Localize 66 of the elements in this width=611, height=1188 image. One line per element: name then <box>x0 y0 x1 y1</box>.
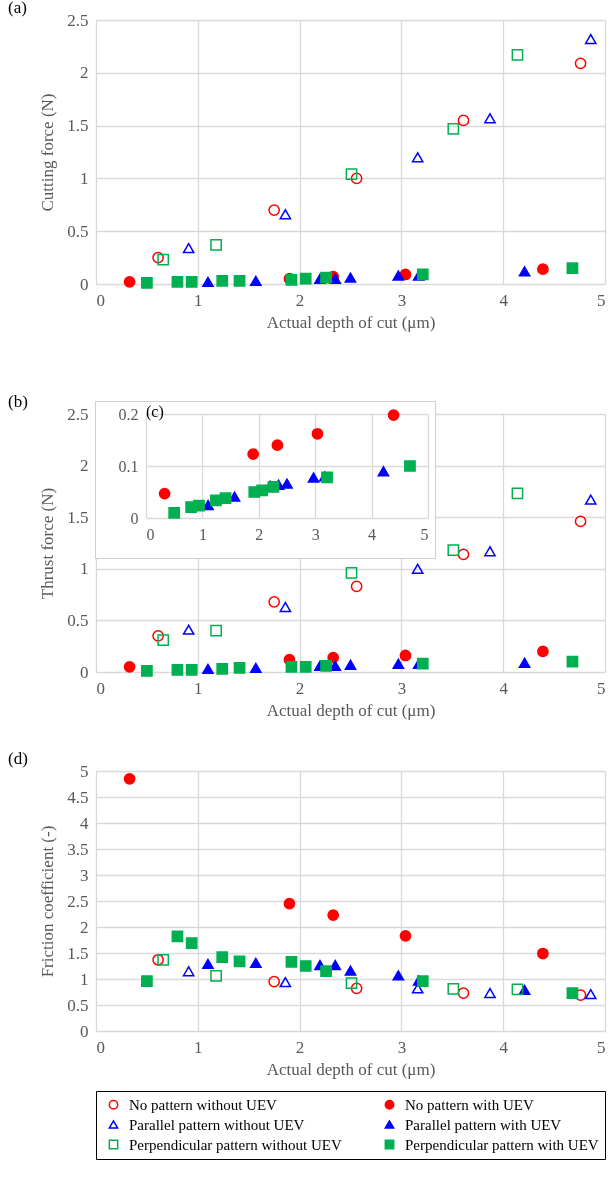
x-tick-label: 1 <box>194 290 203 310</box>
x-tick-label: 4 <box>499 678 509 698</box>
x-tick-label: 4 <box>368 525 377 543</box>
y-tick-label: 1 <box>80 168 89 188</box>
y-tick-label: 1.5 <box>67 116 89 136</box>
y-axis-title: Cutting force (N) <box>38 93 58 212</box>
x-tick-label: 2 <box>295 678 305 698</box>
legend-label: No pattern with UEV <box>405 1096 534 1113</box>
x-tick-label: 5 <box>420 525 429 543</box>
legend-label: Perpendicular pattern with UEV <box>405 1136 599 1153</box>
x-tick-label: 1 <box>198 525 207 543</box>
legend-label: Perpendicular pattern without UEV <box>129 1136 343 1153</box>
x-tick-label: 5 <box>597 290 606 310</box>
x-tick-label: 5 <box>597 1037 606 1057</box>
y-tick-label: 1 <box>80 969 89 989</box>
y-tick-label: 1.5 <box>67 507 89 527</box>
y-tick-label: 0.1 <box>118 457 139 475</box>
y-tick-label: 0.5 <box>67 995 89 1015</box>
x-tick-label: 1 <box>194 1037 203 1057</box>
y-axis-title: Thrust force (N) <box>38 487 58 600</box>
x-tick-label: 3 <box>397 678 407 698</box>
y-tick-label: 0 <box>80 274 89 294</box>
chart-title: (c) <box>146 403 164 421</box>
x-tick-label: 5 <box>597 678 606 698</box>
y-tick-label: 2 <box>80 917 89 937</box>
x-tick-label: 0 <box>96 678 105 698</box>
x-tick-label: 3 <box>311 525 320 543</box>
chart-title: (d) <box>8 749 28 768</box>
legend-label: No pattern without UEV <box>129 1096 278 1113</box>
x-tick-label: 4 <box>499 1037 509 1057</box>
x-tick-label: 2 <box>295 1037 305 1057</box>
x-axis-title: Actual depth of cut (μm) <box>266 1059 436 1079</box>
y-tick-label: 2.5 <box>67 891 89 911</box>
x-tick-label: 2 <box>255 525 264 543</box>
y-tick-label: 4.5 <box>67 787 89 807</box>
y-tick-label: 1.5 <box>67 943 89 963</box>
y-tick-label: 2.5 <box>67 10 89 30</box>
y-tick-label: 0.5 <box>67 221 89 241</box>
x-tick-label: 0 <box>146 525 155 543</box>
y-axis-title: Friction coefficient (-) <box>38 825 58 978</box>
x-axis-title: Actual depth of cut (μm) <box>266 700 436 720</box>
x-tick-label: 1 <box>194 678 203 698</box>
y-tick-label: 3.5 <box>67 839 89 859</box>
y-tick-label: 0 <box>80 1021 89 1041</box>
x-tick-label: 0 <box>96 290 105 310</box>
y-tick-label: 2 <box>80 63 89 83</box>
y-tick-label: 0 <box>130 509 139 527</box>
x-tick-label: 0 <box>96 1037 105 1057</box>
y-tick-label: 3 <box>80 865 89 885</box>
y-tick-label: 1 <box>80 559 89 579</box>
y-tick-label: 0.5 <box>67 610 89 630</box>
y-tick-label: 2 <box>80 456 89 476</box>
x-tick-label: 3 <box>397 290 407 310</box>
x-tick-label: 2 <box>295 290 305 310</box>
chart-title: (a) <box>8 0 27 17</box>
x-tick-label: 4 <box>499 290 509 310</box>
chart-title: (b) <box>8 392 28 411</box>
x-tick-label: 3 <box>397 1037 407 1057</box>
y-tick-label: 0 <box>80 662 89 682</box>
y-tick-label: 0.2 <box>118 405 139 423</box>
y-tick-label: 5 <box>80 761 89 781</box>
legend-label: Parallel pattern without UEV <box>129 1116 305 1133</box>
y-tick-label: 2.5 <box>67 404 89 424</box>
x-axis-title: Actual depth of cut (μm) <box>266 312 436 332</box>
legend-label: Parallel pattern with UEV <box>405 1116 562 1133</box>
y-tick-label: 4 <box>80 813 89 833</box>
